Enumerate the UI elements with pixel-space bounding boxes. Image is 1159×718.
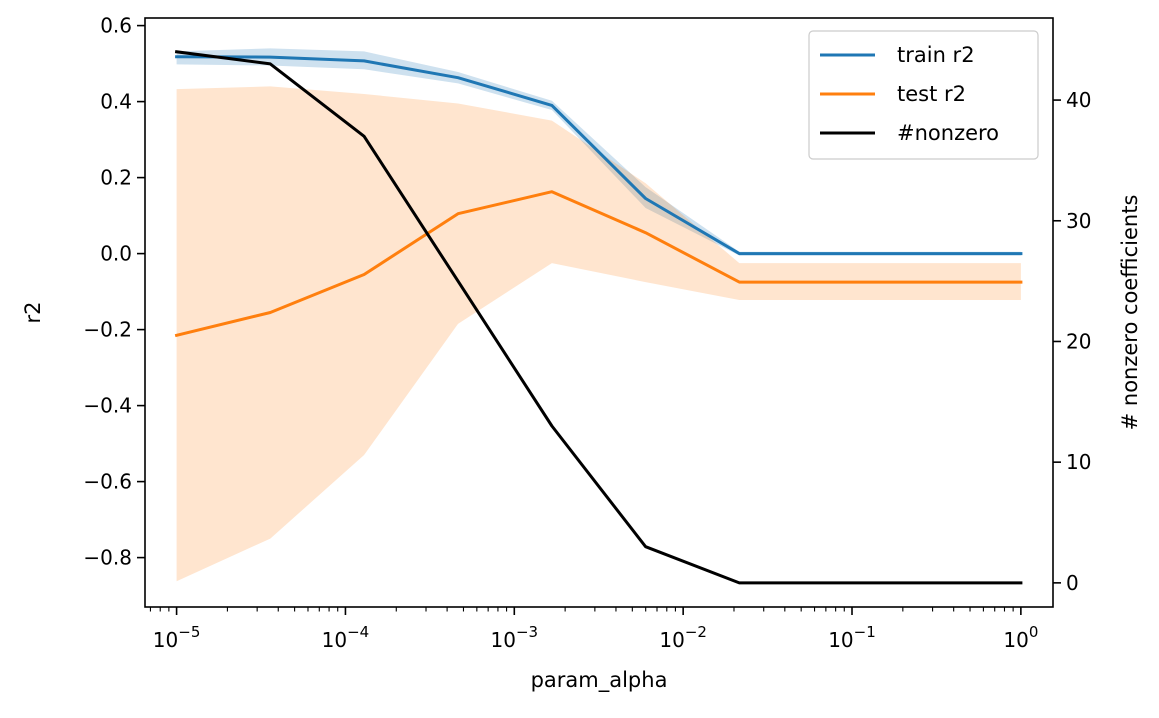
- y-tick-label-6: −0.6: [83, 470, 132, 494]
- legend-box: [808, 30, 1039, 160]
- y2-tick-label-4: 40: [1066, 88, 1091, 112]
- x-tick-label-5: 100: [1003, 623, 1038, 652]
- y-tick-label-1: 0.4: [100, 90, 132, 114]
- y2-tick-label-1: 10: [1066, 450, 1091, 474]
- y2-tick-label-2: 20: [1066, 329, 1091, 353]
- legend-label-1: test r2: [897, 82, 966, 106]
- x-tick-label-4: 10−1: [828, 623, 876, 652]
- x-tick-label-0: 10−5: [153, 623, 201, 652]
- y-tick-label-3: 0.0: [100, 242, 132, 266]
- y-tick-label-7: −0.8: [83, 546, 132, 570]
- x-tick-label-2: 10−3: [491, 623, 539, 652]
- y2-axis-title: # nonzero coefficients: [1118, 195, 1142, 431]
- y-tick-label-0: 0.6: [100, 14, 132, 38]
- x-tick-label-3: 10−2: [659, 623, 707, 652]
- y2-tick-label-3: 30: [1066, 209, 1091, 233]
- y-axis-title: r2: [21, 302, 45, 324]
- legend-label-2: #nonzero: [897, 121, 999, 145]
- x-tick-label-1: 10−4: [322, 623, 370, 652]
- legend: train r2 test r2 #nonzero: [808, 30, 1039, 160]
- plot-frame: [144, 17, 1054, 608]
- y-tick-label-5: −0.4: [83, 394, 132, 418]
- y-tick-label-4: −0.2: [83, 318, 132, 342]
- axes: 10−5 10−4 10−3 10−2 10−1 1000.60.40.20.0−0.2−…: [83, 14, 1091, 652]
- band-1: [176, 86, 1021, 582]
- x-axis-title: param_alpha: [531, 668, 668, 693]
- series-line-1: [174, 190, 1023, 338]
- legend-label-0: train r2: [897, 43, 975, 67]
- series-line-2: [174, 50, 1023, 585]
- series-lines: [174, 50, 1023, 585]
- y-tick-label-2: 0.2: [100, 166, 132, 190]
- series-line-0: [175, 55, 1023, 256]
- y2-tick-label-0: 0: [1066, 571, 1079, 595]
